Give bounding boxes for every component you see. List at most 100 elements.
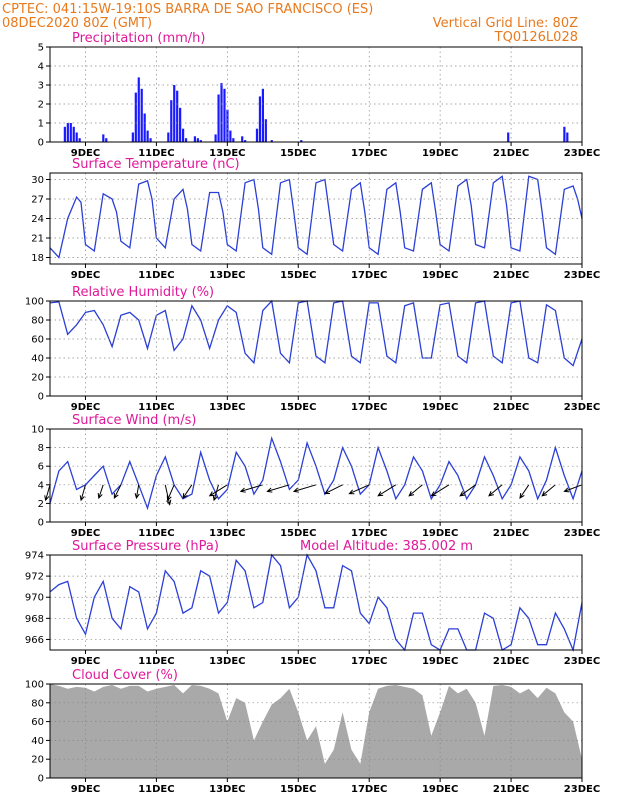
precip-bar bbox=[182, 128, 185, 142]
precip-title: Precipitation (mm/h) bbox=[72, 31, 205, 46]
rh-xtick-label: 21DEC bbox=[493, 402, 529, 413]
wind-xtick-label: 13DEC bbox=[209, 528, 245, 539]
wind-xtick-label: 17DEC bbox=[351, 528, 387, 539]
wind-arrow bbox=[182, 484, 193, 499]
temp-xtick-label: 15DEC bbox=[280, 270, 316, 281]
rh-ytick-label: 0 bbox=[38, 392, 44, 403]
cloud-ytick-label: 80 bbox=[31, 698, 44, 709]
pressure-frame bbox=[49, 554, 583, 651]
precip-bar bbox=[258, 96, 262, 142]
wind-arrow bbox=[519, 484, 530, 499]
pressure-xtick-label: 11DEC bbox=[138, 656, 174, 667]
pressure-ytick-label: 974 bbox=[25, 551, 44, 562]
temp-xtick-label: 21DEC bbox=[493, 270, 529, 281]
cloud-frame bbox=[49, 683, 583, 779]
wind-arrow bbox=[79, 484, 86, 502]
cloud-area bbox=[50, 684, 582, 778]
wind-arrow bbox=[292, 484, 317, 493]
precip-xtick-label: 13DEC bbox=[209, 148, 245, 159]
cloud-ytick-label: 60 bbox=[31, 717, 44, 728]
wind-arrow bbox=[208, 484, 228, 497]
pressure-ytick-label: 972 bbox=[25, 572, 44, 583]
wind-arrow bbox=[563, 484, 583, 493]
rh-xtick-label: 15DEC bbox=[280, 402, 316, 413]
wind-arrow bbox=[134, 484, 140, 500]
header-grid-note: Vertical Grid Line: 80Z bbox=[433, 16, 578, 31]
rh-ytick-label: 80 bbox=[31, 316, 44, 327]
precip-bar bbox=[214, 134, 217, 142]
precip-xtick-label: 19DEC bbox=[422, 148, 458, 159]
precip-bar bbox=[102, 134, 105, 142]
rh-ytick-label: 60 bbox=[31, 335, 44, 346]
cloud-xtick-label: 11DEC bbox=[138, 784, 174, 795]
temp-ytick-label: 18 bbox=[31, 253, 44, 264]
wind-xtick-label: 23DEC bbox=[564, 528, 600, 539]
wind-ytick-label: 0 bbox=[38, 518, 44, 529]
precip-bar bbox=[507, 132, 510, 142]
wind-arrow bbox=[323, 484, 343, 495]
wind-arrow bbox=[212, 484, 219, 502]
temp-ytick-label: 21 bbox=[31, 234, 44, 245]
precip-xtick-label: 15DEC bbox=[280, 148, 316, 159]
temp-xtick-label: 23DEC bbox=[564, 270, 600, 281]
precip-bar bbox=[244, 140, 247, 142]
cloud-ytick-label: 40 bbox=[31, 736, 44, 747]
wind-ytick-label: 2 bbox=[38, 499, 44, 510]
pressure-panel: Surface Pressure (hPa) Model Altitude: 38… bbox=[25, 539, 600, 667]
wind-ytick-label: 6 bbox=[38, 462, 44, 473]
wind-arrow bbox=[488, 484, 503, 497]
rh-ytick-label: 40 bbox=[31, 354, 44, 365]
precip-xtick-label: 11DEC bbox=[138, 148, 174, 159]
rh-ytick-label: 100 bbox=[25, 297, 44, 308]
precip-bar bbox=[217, 94, 220, 142]
pressure-xtick-label: 17DEC bbox=[351, 656, 387, 667]
wind-arrow bbox=[166, 484, 175, 502]
precip-bar bbox=[105, 138, 108, 142]
precip-bar bbox=[226, 109, 229, 142]
wind-ytick-label: 4 bbox=[38, 480, 44, 491]
precip-ytick-label: 4 bbox=[38, 62, 44, 73]
precip-bar bbox=[193, 136, 197, 142]
pressure-ytick-label: 966 bbox=[25, 635, 44, 646]
precip-bar bbox=[223, 88, 226, 142]
precip-bar bbox=[137, 77, 140, 142]
precip-bar bbox=[261, 88, 264, 142]
pressure-xtick-label: 23DEC bbox=[564, 656, 600, 667]
precip-bar bbox=[566, 132, 569, 142]
cloud-xtick-label: 9DEC bbox=[71, 784, 100, 795]
wind-xtick-label: 21DEC bbox=[493, 528, 529, 539]
precip-bar bbox=[170, 100, 173, 142]
precip-bar bbox=[66, 123, 69, 142]
precip-bar bbox=[184, 138, 188, 142]
wind-arrow bbox=[113, 484, 122, 500]
cloud-xtick-label: 15DEC bbox=[280, 784, 316, 795]
precip-bar bbox=[134, 92, 137, 142]
temp-xtick-label: 13DEC bbox=[209, 270, 245, 281]
rh-xtick-label: 9DEC bbox=[71, 402, 100, 413]
pressure-xtick-label: 15DEC bbox=[280, 656, 316, 667]
precip-xtick-label: 23DEC bbox=[564, 148, 600, 159]
precip-bar bbox=[140, 88, 143, 142]
wind-arrow bbox=[97, 484, 104, 500]
wind-ytick-label: 10 bbox=[31, 425, 44, 436]
temp-xtick-label: 11DEC bbox=[138, 270, 174, 281]
wind-xtick-label: 19DEC bbox=[422, 528, 458, 539]
precip-bar bbox=[173, 85, 176, 142]
precip-bar bbox=[270, 140, 273, 142]
pressure-annotation: Model Altitude: 385.002 m bbox=[300, 539, 473, 554]
pressure-title: Surface Pressure (hPa) bbox=[72, 539, 219, 554]
temp-ytick-label: 27 bbox=[31, 195, 44, 206]
precip-bar bbox=[167, 132, 170, 142]
wind-arrow bbox=[408, 484, 423, 497]
precip-bar bbox=[563, 126, 566, 142]
precip-xtick-label: 21DEC bbox=[493, 148, 529, 159]
rh-xtick-label: 17DEC bbox=[351, 402, 387, 413]
wind-xtick-label: 15DEC bbox=[280, 528, 316, 539]
cloud-title: Cloud Cover (%) bbox=[72, 668, 178, 683]
pressure-series-line bbox=[49, 553, 583, 653]
cloud-ytick-label: 0 bbox=[38, 774, 44, 785]
precip-bar bbox=[143, 113, 146, 142]
wind-arrow bbox=[164, 484, 172, 506]
temperature-panel: Surface Temperature (nC) 18 21 24 27 30 9DEC 11… bbox=[31, 157, 600, 281]
